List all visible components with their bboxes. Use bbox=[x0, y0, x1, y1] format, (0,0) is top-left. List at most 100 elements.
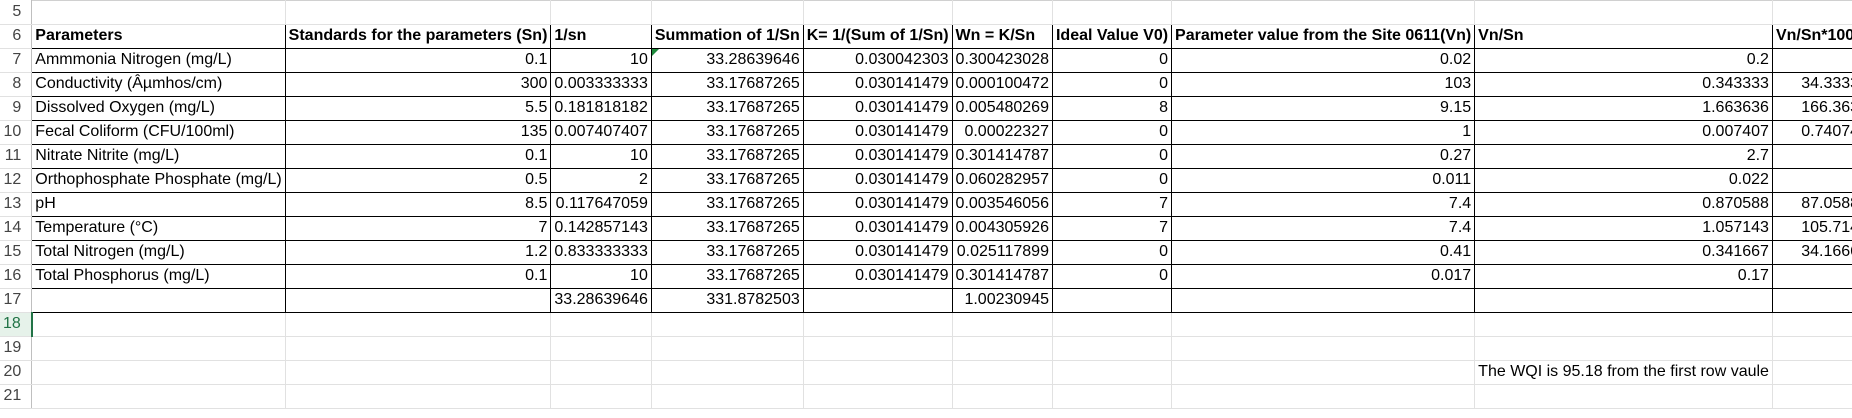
cell-k[interactable]: 0.030141479 bbox=[802, 143, 953, 169]
cell-inv[interactable]: 10 bbox=[550, 263, 652, 289]
cell[interactable] bbox=[1052, 360, 1173, 385]
cell-vnsn[interactable]: 0.343333 bbox=[1474, 71, 1773, 97]
cell-k[interactable]: 0.030141479 bbox=[802, 191, 953, 217]
cell[interactable] bbox=[31, 0, 286, 25]
column-header-sn[interactable]: Standards for the parameters (Sn) bbox=[284, 23, 552, 49]
cell[interactable] bbox=[1772, 336, 1852, 361]
cell-params[interactable]: Total Nitrogen (mg/L) bbox=[31, 239, 286, 265]
cell-params[interactable]: Total Phosphorus (mg/L) bbox=[31, 263, 286, 289]
cell[interactable] bbox=[550, 360, 652, 385]
cell[interactable] bbox=[31, 360, 286, 385]
row-header-8[interactable]: 8 bbox=[0, 72, 33, 97]
cell-params[interactable]: Fecal Coliform (CFU/100ml) bbox=[31, 119, 286, 145]
cell[interactable] bbox=[1474, 384, 1773, 409]
cell-sum[interactable]: 33.17687265 bbox=[650, 95, 804, 121]
cell-vnsn[interactable]: 0.007407 bbox=[1474, 119, 1773, 145]
row-header-6[interactable]: 6 bbox=[0, 24, 33, 49]
row-header-21[interactable]: 21 bbox=[0, 384, 33, 409]
cell-qn[interactable]: 34.16666667 bbox=[1771, 239, 1852, 265]
total-wn[interactable]: 1.00230945 bbox=[951, 287, 1053, 313]
cell-v0[interactable]: 0 bbox=[1051, 239, 1173, 265]
cell-v0[interactable]: 0 bbox=[1051, 119, 1173, 145]
cell-vn[interactable]: 103 bbox=[1171, 71, 1476, 97]
total-inv[interactable]: 33.28639646 bbox=[550, 287, 652, 313]
cell-v0[interactable]: 7 bbox=[1051, 191, 1173, 217]
cell-qn[interactable]: 34.33333333 bbox=[1771, 71, 1852, 97]
cell-qn[interactable]: 87.05882353 bbox=[1771, 191, 1852, 217]
cell-sn[interactable]: 1.2 bbox=[284, 239, 552, 265]
cell[interactable] bbox=[1171, 360, 1476, 385]
cell-sum[interactable]: 33.17687265 bbox=[650, 191, 804, 217]
cell[interactable] bbox=[803, 360, 953, 385]
cell[interactable] bbox=[1171, 384, 1476, 409]
row-header-5[interactable]: 5 bbox=[0, 0, 33, 25]
cell-sum[interactable]: 33.17687265 bbox=[650, 239, 804, 265]
row-header-10[interactable]: 10 bbox=[0, 120, 33, 145]
cell-v0[interactable]: 0 bbox=[1051, 71, 1173, 97]
cell-qn[interactable]: 2.2 bbox=[1771, 167, 1852, 193]
cell-sn[interactable]: 300 bbox=[284, 71, 552, 97]
total-vnsn[interactable] bbox=[1474, 287, 1773, 313]
cell-sn[interactable]: 0.5 bbox=[284, 167, 552, 193]
cell-wn[interactable]: 0.301414787 bbox=[951, 263, 1053, 289]
cell-wn[interactable]: 0.025117899 bbox=[951, 239, 1053, 265]
cell[interactable] bbox=[550, 336, 652, 361]
total-params[interactable] bbox=[31, 287, 286, 313]
cell-wn[interactable]: 0.003546056 bbox=[951, 191, 1053, 217]
row-header-14[interactable]: 14 bbox=[0, 216, 33, 241]
cell-inv[interactable]: 0.117647059 bbox=[550, 191, 652, 217]
total-qn[interactable] bbox=[1771, 287, 1852, 313]
cell[interactable] bbox=[803, 0, 953, 25]
cell-k[interactable]: 0.030141479 bbox=[802, 263, 953, 289]
cell-inv[interactable]: 0.142857143 bbox=[550, 215, 652, 241]
cell-vn[interactable]: 0.017 bbox=[1171, 263, 1476, 289]
cell[interactable] bbox=[952, 0, 1053, 25]
cell-sn[interactable]: 7 bbox=[284, 215, 552, 241]
cell-vnsn[interactable]: 1.663636 bbox=[1474, 95, 1773, 121]
cell[interactable] bbox=[1052, 312, 1173, 337]
cell-k[interactable]: 0.030141479 bbox=[802, 167, 953, 193]
column-header-sum[interactable]: Summation of 1/Sn bbox=[650, 23, 804, 49]
cell-wn[interactable]: 0.004305926 bbox=[951, 215, 1053, 241]
cell[interactable] bbox=[550, 312, 652, 337]
cell-qn[interactable]: 105.7142857 bbox=[1771, 215, 1852, 241]
cell-vn[interactable]: 0.27 bbox=[1171, 143, 1476, 169]
cell[interactable] bbox=[651, 336, 804, 361]
cell-k[interactable]: 0.030141479 bbox=[802, 239, 953, 265]
cell[interactable] bbox=[31, 336, 286, 361]
cell-wn[interactable]: 0.000100472 bbox=[951, 71, 1053, 97]
cell[interactable] bbox=[1772, 384, 1852, 409]
cell-qn[interactable]: 270 bbox=[1771, 143, 1852, 169]
cell[interactable] bbox=[1772, 0, 1852, 25]
cell[interactable] bbox=[31, 384, 286, 409]
cell-params[interactable]: Ammmonia Nitrogen (mg/L) bbox=[31, 47, 286, 73]
row-header-16[interactable]: 16 bbox=[0, 264, 33, 289]
row-header-13[interactable]: 13 bbox=[0, 192, 33, 217]
cell-wn[interactable]: 0.301414787 bbox=[951, 143, 1053, 169]
row-header-7[interactable]: 7 bbox=[0, 48, 33, 73]
cell-params[interactable]: pH bbox=[31, 191, 286, 217]
cell[interactable] bbox=[1052, 0, 1173, 25]
column-header-v0[interactable]: Ideal Value V0) bbox=[1051, 23, 1173, 49]
cell[interactable] bbox=[1474, 312, 1773, 337]
row-header-19[interactable]: 19 bbox=[0, 336, 33, 361]
cell-vn[interactable]: 7.4 bbox=[1171, 215, 1476, 241]
cell[interactable] bbox=[550, 384, 652, 409]
column-header-params[interactable]: Parameters bbox=[31, 23, 286, 49]
cell-v0[interactable]: 0 bbox=[1051, 263, 1173, 289]
cell-inv[interactable]: 0.007407407 bbox=[550, 119, 652, 145]
cell-vnsn[interactable]: 0.870588 bbox=[1474, 191, 1773, 217]
cell-v0[interactable]: 7 bbox=[1051, 215, 1173, 241]
cell-params[interactable]: Dissolved Oxygen (mg/L) bbox=[31, 95, 286, 121]
cell-params[interactable]: Temperature (°C) bbox=[31, 215, 286, 241]
row-header-20[interactable]: 20 bbox=[0, 360, 33, 385]
cell-sn[interactable]: 135 bbox=[284, 119, 552, 145]
cell-sn[interactable]: 5.5 bbox=[284, 95, 552, 121]
column-header-vnsn[interactable]: Vn/Sn bbox=[1474, 23, 1773, 49]
cell-sum[interactable]: 33.17687265 bbox=[650, 143, 804, 169]
cell-k[interactable]: 0.030141479 bbox=[802, 71, 953, 97]
cell-sum[interactable]: 33.17687265 bbox=[650, 167, 804, 193]
cell-qn[interactable]: 166.3636364 bbox=[1771, 95, 1852, 121]
cell-inv[interactable]: 2 bbox=[550, 167, 652, 193]
cell-inv[interactable]: 0.833333333 bbox=[550, 239, 652, 265]
